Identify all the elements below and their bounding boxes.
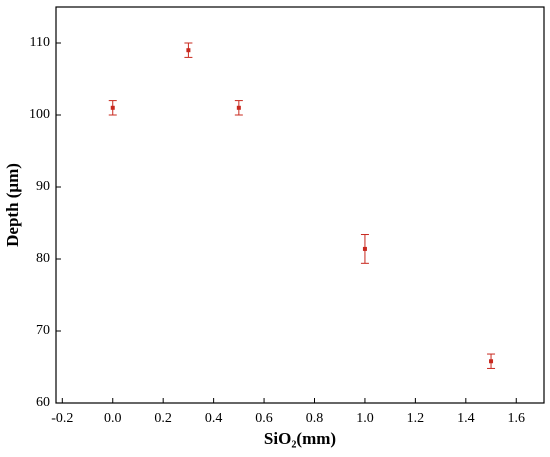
x-tick-label: 0.2	[154, 411, 172, 426]
y-tick-label: 60	[36, 395, 50, 410]
x-tick-label: 0.6	[255, 411, 273, 426]
point	[362, 246, 367, 251]
y-tick-label: 70	[36, 323, 50, 338]
point	[489, 359, 494, 364]
point	[236, 105, 241, 110]
plot-frame	[55, 6, 545, 404]
point	[186, 48, 191, 53]
y-tick-label: 80	[36, 251, 50, 266]
x-tick-label: 1.2	[407, 411, 425, 426]
x-tick-label: -0.2	[51, 411, 73, 426]
point	[110, 105, 115, 110]
y-tick-label: 90	[36, 179, 50, 194]
y-tick-label: 110	[30, 35, 50, 50]
x-tick-label: 0.4	[205, 411, 223, 426]
x-axis-label: SiO₂(mm)	[264, 429, 336, 448]
x-tick-label: 1.0	[356, 411, 374, 426]
x-tick-label: 1.6	[508, 411, 526, 426]
x-tick-label: 1.4	[457, 411, 475, 426]
x-tick-label: 0.8	[306, 411, 324, 426]
y-tick-label: 100	[29, 107, 50, 122]
x-tick-label: 0.0	[104, 411, 122, 426]
y-axis-label: Depth (μm)	[3, 163, 22, 247]
